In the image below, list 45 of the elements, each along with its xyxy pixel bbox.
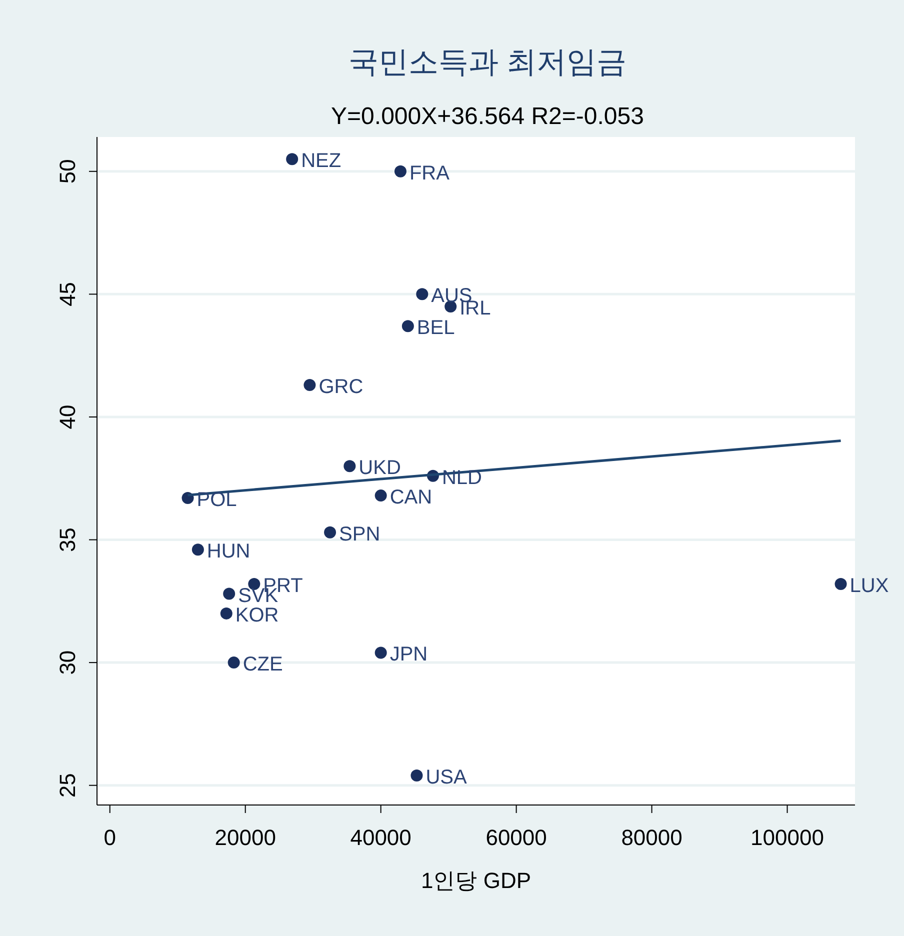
- point: [374, 490, 387, 502]
- y-tick-label: 45: [54, 282, 80, 306]
- annotation: BEL: [416, 317, 455, 340]
- annotation: UKD: [358, 457, 401, 480]
- x-tick-label: 100000: [750, 825, 824, 850]
- annotation: FRA: [409, 162, 450, 184]
- point: [192, 544, 204, 556]
- annotation: POL: [196, 489, 237, 512]
- x-tick-label: 20000: [214, 825, 276, 850]
- y-tick-label: 40: [54, 404, 80, 430]
- y-tick-label: 50: [54, 159, 80, 184]
- point: [220, 607, 232, 620]
- x-tick-label: 60000: [486, 825, 547, 850]
- point: [223, 588, 236, 600]
- annotation: GRC: [318, 376, 364, 398]
- point: [344, 460, 356, 472]
- annotation: KOR: [235, 604, 279, 626]
- x-tick-label: 80000: [621, 825, 682, 850]
- point: [402, 320, 414, 332]
- y-tick-label: 35: [54, 528, 80, 552]
- point: [286, 153, 298, 166]
- annotation: SPN: [339, 523, 380, 546]
- chart-subtitle: Y=0.000X+36.564 R2=-0.053: [331, 103, 644, 130]
- point: [374, 646, 387, 659]
- annotation: CZE: [242, 654, 283, 676]
- point: [228, 656, 240, 669]
- y-tick-label: 25: [54, 773, 80, 798]
- x-axis-title: 1인당 GDP: [420, 868, 532, 893]
- annotation: CAN: [390, 486, 432, 509]
- x-tick-label: 0: [104, 825, 116, 850]
- annotation: HUN: [206, 540, 250, 563]
- point: [304, 379, 316, 392]
- point: [834, 578, 847, 590]
- annotation: NLD: [442, 466, 482, 489]
- annotation: USA: [426, 766, 468, 789]
- annotation: JPN: [390, 644, 428, 666]
- x-tick-label: 40000: [350, 825, 412, 850]
- point: [324, 526, 336, 538]
- point: [394, 165, 406, 178]
- y-tick-label: 30: [54, 650, 80, 675]
- chart-title: 국민소득과 최저임금: [348, 46, 627, 79]
- annotation: LUX: [850, 574, 889, 597]
- annotation: NEZ: [301, 150, 342, 172]
- point: [416, 288, 428, 300]
- point: [410, 770, 423, 782]
